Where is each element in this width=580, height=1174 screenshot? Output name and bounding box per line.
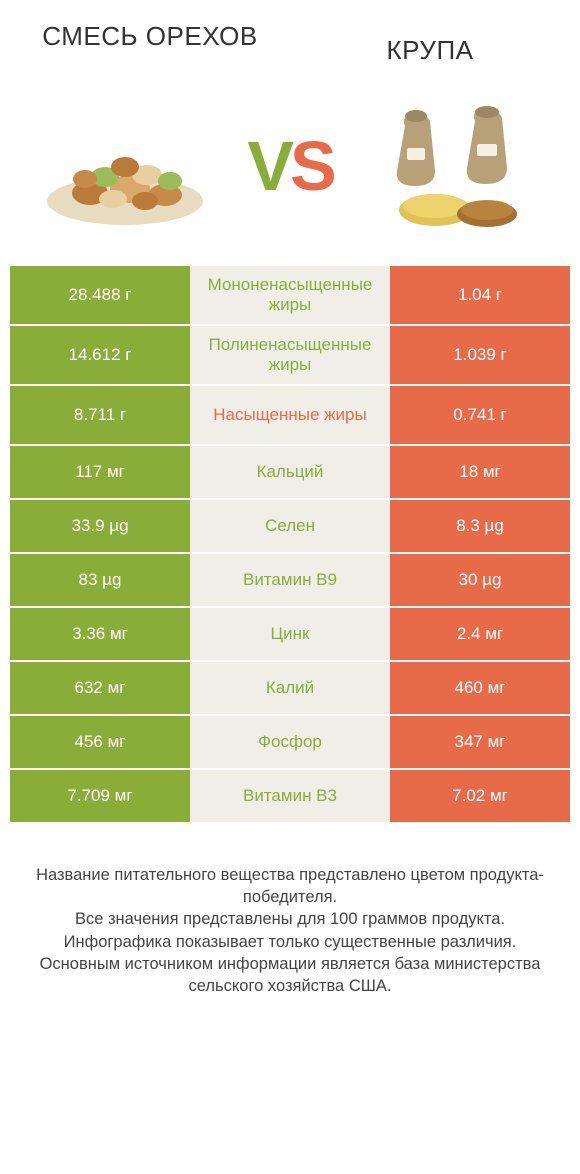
footer-line: Основным источником информации является …: [18, 953, 562, 998]
nutrient-name: Калий: [190, 662, 390, 714]
left-value: 33.9 µg: [10, 500, 190, 552]
table-row: 456 мгФосфор347 мг: [10, 716, 570, 770]
comparison-table: 28.488 гМононенасыщенные жиры1.04 г14.61…: [10, 266, 570, 824]
nutrient-name: Фосфор: [190, 716, 390, 768]
right-value: 18 мг: [390, 446, 570, 498]
footer-notes: Название питательного вещества представл…: [0, 824, 580, 998]
right-product-title: КРУПА: [320, 22, 540, 66]
left-value: 456 мг: [10, 716, 190, 768]
right-value: 7.02 мг: [390, 770, 570, 822]
right-value: 0.741 г: [390, 386, 570, 444]
titles-row: СМЕСЬ ОРЕХОВ КРУПА: [0, 0, 580, 76]
right-value: 30 µg: [390, 554, 570, 606]
left-product-image: [30, 91, 220, 241]
table-row: 117 мгКальций18 мг: [10, 446, 570, 500]
table-row: 28.488 гМононенасыщенные жиры1.04 г: [10, 266, 570, 326]
nutrient-name: Селен: [190, 500, 390, 552]
right-product-image: [360, 91, 550, 241]
left-value: 117 мг: [10, 446, 190, 498]
left-value: 3.36 мг: [10, 608, 190, 660]
nutrient-name: Витамин B3: [190, 770, 390, 822]
images-row: VS: [0, 76, 580, 266]
left-product-title: СМЕСЬ ОРЕХОВ: [40, 22, 260, 66]
right-value: 460 мг: [390, 662, 570, 714]
table-row: 3.36 мгЦинк2.4 мг: [10, 608, 570, 662]
table-row: 632 мгКалий460 мг: [10, 662, 570, 716]
right-value: 347 мг: [390, 716, 570, 768]
vs-v: V: [247, 127, 290, 205]
right-value: 1.04 г: [390, 266, 570, 324]
right-value: 8.3 µg: [390, 500, 570, 552]
right-value: 1.039 г: [390, 326, 570, 384]
nutrient-name: Витамин B9: [190, 554, 390, 606]
table-row: 8.711 гНасыщенные жиры0.741 г: [10, 386, 570, 446]
nutrient-name: Мононенасыщенные жиры: [190, 266, 390, 324]
right-value: 2.4 мг: [390, 608, 570, 660]
table-row: 14.612 гПолиненасыщенные жиры1.039 г: [10, 326, 570, 386]
vs-label: VS: [247, 126, 332, 206]
left-value: 7.709 мг: [10, 770, 190, 822]
nutrient-name: Кальций: [190, 446, 390, 498]
table-row: 7.709 мгВитамин B37.02 мг: [10, 770, 570, 824]
left-value: 14.612 г: [10, 326, 190, 384]
footer-line: Название питательного вещества представл…: [18, 864, 562, 909]
vs-s: S: [290, 127, 333, 205]
left-value: 28.488 г: [10, 266, 190, 324]
left-value: 8.711 г: [10, 386, 190, 444]
footer-line: Инфографика показывает только существенн…: [18, 931, 562, 953]
left-value: 632 мг: [10, 662, 190, 714]
nutrient-name: Полиненасыщенные жиры: [190, 326, 390, 384]
nutrient-name: Насыщенные жиры: [190, 386, 390, 444]
table-row: 33.9 µgСелен8.3 µg: [10, 500, 570, 554]
left-value: 83 µg: [10, 554, 190, 606]
table-row: 83 µgВитамин B930 µg: [10, 554, 570, 608]
nutrient-name: Цинк: [190, 608, 390, 660]
footer-line: Все значения представлены для 100 граммо…: [18, 908, 562, 930]
